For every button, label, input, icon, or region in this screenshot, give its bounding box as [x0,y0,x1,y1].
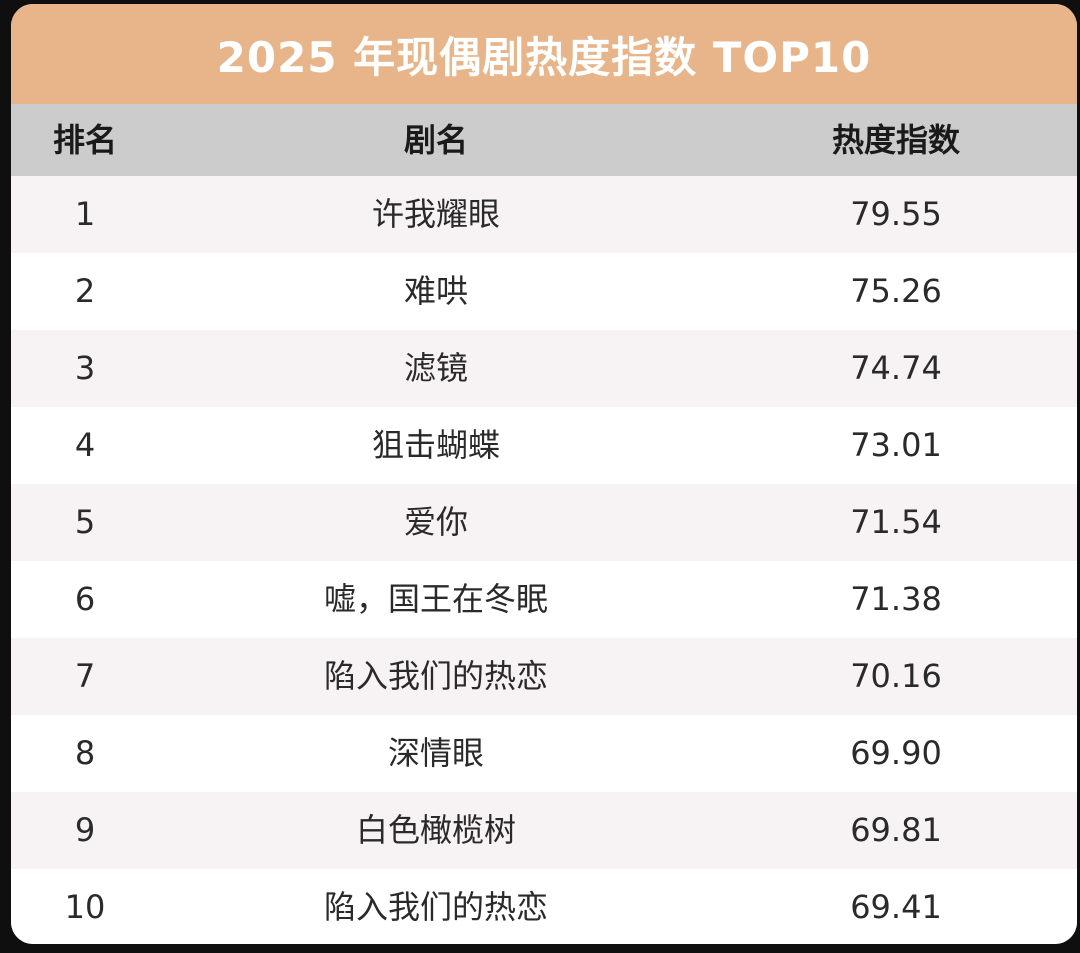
score-cell: 69.41 [850,888,942,926]
table-row: 5 爱你 71.54 [11,484,1077,561]
score-cell: 70.16 [850,657,942,695]
score-cell: 71.38 [850,580,942,618]
score-cell: 79.55 [850,195,942,233]
name-cell: 深情眼 [387,734,484,772]
ranking-card: 2025 年现偶剧热度指数 TOP10 排名 剧名 热度指数 1 许我耀眼 79.5… [11,4,1077,944]
header-rank: 排名 [52,121,117,159]
rank-cell: 5 [74,503,96,541]
header-name: 剧名 [403,121,468,159]
table-row: 1 许我耀眼 79.55 [11,176,1077,253]
table-body: 1 许我耀眼 79.55 2 难哄 75.26 3 滤镜 74.74 4 狙击蝴蝶 73.01 5 爱你 7… [11,176,1077,944]
rank-cell: 3 [74,349,96,387]
name-cell: 狙击蝴蝶 [371,426,500,464]
name-cell: 陷入我们的热恋 [323,888,548,926]
rank-cell: 10 [64,888,106,926]
header-score: 热度指数 [831,121,960,159]
rank-cell: 4 [74,426,96,464]
name-cell: 难哄 [403,272,468,310]
rank-cell: 8 [74,734,96,772]
table-row: 6 嘘，国王在冬眠 71.38 [11,561,1077,638]
name-cell: 爱你 [403,503,468,541]
table-row: 7 陷入我们的热恋 70.16 [11,638,1077,715]
score-cell: 73.01 [850,426,942,464]
name-cell: 白色橄榄树 [355,811,516,849]
rank-cell: 6 [74,580,96,618]
name-cell: 陷入我们的热恋 [323,657,548,695]
table-header: 排名 剧名 热度指数 [11,104,1077,176]
rank-cell: 9 [74,811,96,849]
table-row: 4 狙击蝴蝶 73.01 [11,407,1077,484]
score-cell: 69.81 [850,811,942,849]
table-row: 8 深情眼 69.90 [11,715,1077,792]
score-cell: 74.74 [850,349,942,387]
name-cell: 许我耀眼 [371,195,500,233]
name-cell: 嘘，国王在冬眠 [323,580,548,618]
rank-cell: 7 [74,657,96,695]
name-cell: 滤镜 [403,349,468,387]
rank-cell: 1 [74,195,96,233]
table-row: 10 陷入我们的热恋 69.41 [11,869,1077,944]
score-cell: 69.90 [850,734,942,772]
table-title: 2025 年现偶剧热度指数 TOP10 [216,32,872,82]
score-cell: 71.54 [850,503,942,541]
rank-cell: 2 [74,272,96,310]
table-row: 3 滤镜 74.74 [11,330,1077,407]
table-row: 2 难哄 75.26 [11,253,1077,330]
title-bar: 2025 年现偶剧热度指数 TOP10 [11,4,1077,104]
table-row: 9 白色橄榄树 69.81 [11,792,1077,869]
score-cell: 75.26 [850,272,942,310]
